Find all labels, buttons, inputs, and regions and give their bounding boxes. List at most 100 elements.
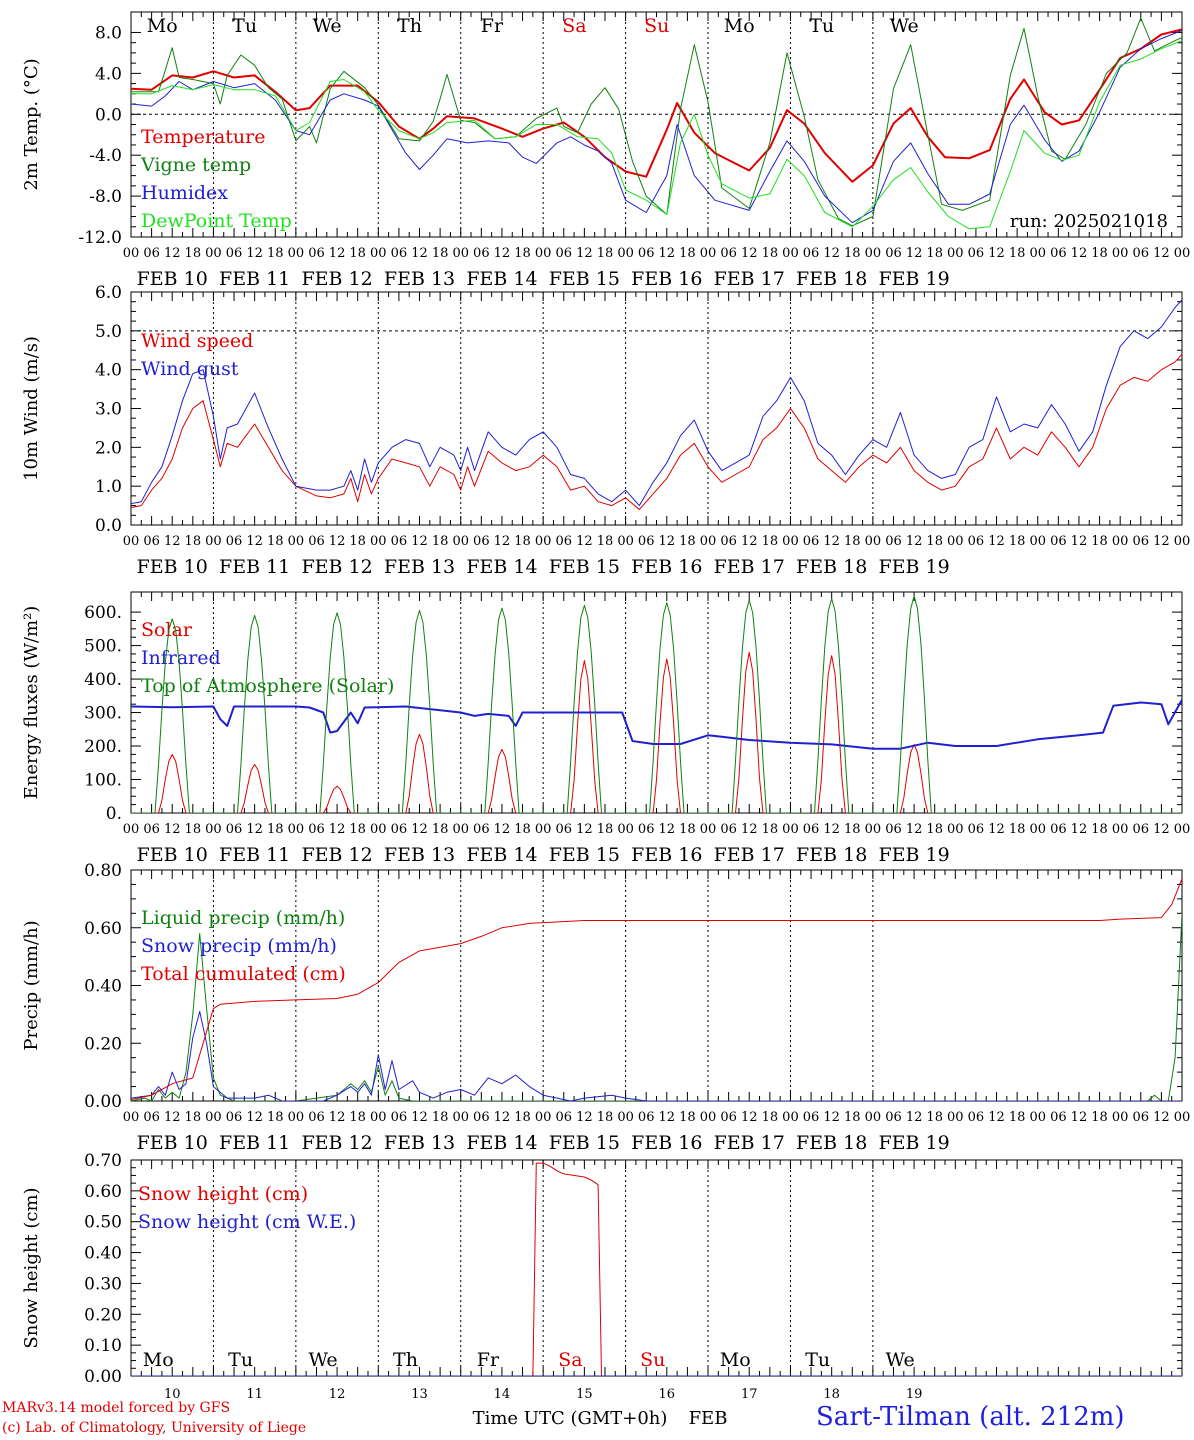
x-date-label: FEB 12 [301, 268, 372, 290]
x-hour-label: 18 [926, 822, 943, 837]
x-hour-label: 18 [185, 534, 202, 549]
series-line-snow-precip-mm-h [131, 1011, 1182, 1101]
x-hour-label: 18 [926, 1110, 943, 1125]
x-hour-label: 06 [720, 822, 737, 837]
x-hour-label: 06 [885, 534, 902, 549]
x-hour-label: 18 [349, 1110, 366, 1125]
x-date-label: FEB 18 [796, 556, 867, 578]
x-hour-label: 00 [535, 822, 552, 837]
legend-entry: Snow height (cm W.E.) [138, 1211, 356, 1233]
y-tick-label: 3.0 [95, 400, 122, 420]
x-hour-label: 00 [205, 534, 222, 549]
x-hour-label: 00 [1112, 246, 1129, 261]
x-hour-label: 06 [308, 246, 325, 261]
y-tick-label: 300. [84, 704, 122, 724]
x-hour-label: 00 [1029, 1110, 1046, 1125]
series-line-dewpoint-temp [131, 40, 1182, 230]
weekday-label: Th [397, 15, 422, 37]
x-hour-label: 00 [947, 1110, 964, 1125]
y-tick-label: 2.0 [95, 438, 122, 458]
x-hour-label: 00 [700, 1110, 717, 1125]
x-hour-label: 00 [205, 246, 222, 261]
x-hour-label: 00 [123, 822, 140, 837]
x-hour-label: 12 [1153, 534, 1170, 549]
y-tick-label: 0.40 [84, 1244, 122, 1264]
y-axis-label: Precip (mm/h) [21, 920, 42, 1050]
x-hour-label: 00 [288, 822, 305, 837]
x-hour-label: 12 [329, 534, 346, 549]
x-day-number: 18 [823, 1387, 840, 1402]
x-hour-label: 12 [988, 246, 1005, 261]
x-hour-label: 12 [329, 1110, 346, 1125]
x-hour-label: 06 [803, 246, 820, 261]
x-hour-label: 00 [1174, 534, 1191, 549]
y-tick-label: 500. [84, 637, 122, 657]
x-date-label: FEB 16 [631, 268, 702, 290]
y-tick-label: 8.0 [95, 23, 122, 43]
weekday-label: Sa [562, 15, 586, 37]
x-date-label: FEB 12 [301, 556, 372, 578]
x-hour-label: 12 [411, 534, 428, 549]
x-hour-label: 00 [617, 822, 634, 837]
x-date-label: FEB 14 [466, 844, 537, 866]
weekday-label: Tu [805, 1349, 830, 1371]
x-hour-label: 12 [906, 1110, 923, 1125]
x-date-label: FEB 17 [714, 844, 785, 866]
x-hour-label: 18 [597, 534, 614, 549]
chart-panel-1: 8.04.00.0-4.0-8.0-12.02m Temp. (°C)00 06 1… [21, 11, 1190, 290]
x-hour-label: 06 [968, 246, 985, 261]
y-tick-label: 100. [84, 771, 122, 791]
y-tick-label: 0.50 [84, 1213, 122, 1233]
x-date-label: FEB 10 [137, 1132, 208, 1154]
x-hour-label: 00 [205, 822, 222, 837]
y-tick-label: -12.0 [78, 228, 122, 248]
x-hour-label: 00 [370, 822, 387, 837]
x-hour-label: 18 [1091, 534, 1108, 549]
weekday-label: Mo [724, 15, 755, 37]
legend-entry: Liquid precip (mm/h) [141, 907, 345, 929]
y-tick-label: 6.0 [95, 283, 122, 303]
y-tick-label: 0.0 [95, 516, 122, 536]
x-hour-label: 06 [143, 246, 160, 261]
series-line-wind-speed [131, 353, 1182, 510]
x-hour-label: 00 [123, 534, 140, 549]
weekday-label: We [889, 15, 918, 37]
x-hour-label: 00 [535, 246, 552, 261]
x-hour-label: 00 [782, 246, 799, 261]
x-hour-label: 18 [762, 246, 779, 261]
x-hour-label: 12 [823, 822, 840, 837]
x-hour-label: 18 [679, 246, 696, 261]
x-hour-label: 12 [411, 1110, 428, 1125]
x-hour-label: 00 [370, 534, 387, 549]
x-hour-label: 12 [1153, 822, 1170, 837]
x-hour-label: 18 [844, 822, 861, 837]
chart-panel-3: 0. 100. 200. 300. 400. 500. 600. Energy fluxes … [21, 591, 1190, 866]
x-hour-label: 06 [143, 1110, 160, 1125]
x-hour-label: 00 [452, 822, 469, 837]
legend-entry: Solar [141, 619, 193, 641]
y-tick-label: 400. [84, 670, 122, 690]
x-hour-label: 12 [246, 534, 263, 549]
x-day-number: 10 [164, 1387, 181, 1402]
y-tick-label: 0.0 [95, 105, 122, 125]
y-axis-label: 2m Temp. (°C) [21, 58, 42, 190]
x-hour-label: 18 [679, 534, 696, 549]
x-date-label: FEB 11 [219, 844, 290, 866]
x-hour-label: 00 [452, 246, 469, 261]
x-hour-label: 12 [823, 534, 840, 549]
y-tick-label: 0.70 [84, 1151, 122, 1171]
x-hour-label: 00 [947, 822, 964, 837]
x-hour-label: 12 [494, 822, 511, 837]
y-tick-label: 0.60 [84, 919, 122, 939]
weekday-label: Su [644, 15, 669, 37]
x-hour-label: 12 [741, 246, 758, 261]
y-tick-label: 4.0 [95, 361, 122, 381]
weekday-label: Fr [477, 1349, 500, 1371]
x-hour-label: 00 [617, 534, 634, 549]
x-hour-label: 06 [720, 246, 737, 261]
series-line-humidex [131, 29, 1182, 224]
x-hour-label: 06 [555, 534, 572, 549]
x-hour-label: 06 [638, 534, 655, 549]
x-hour-label: 06 [473, 822, 490, 837]
y-tick-label: 0.00 [84, 1092, 122, 1112]
